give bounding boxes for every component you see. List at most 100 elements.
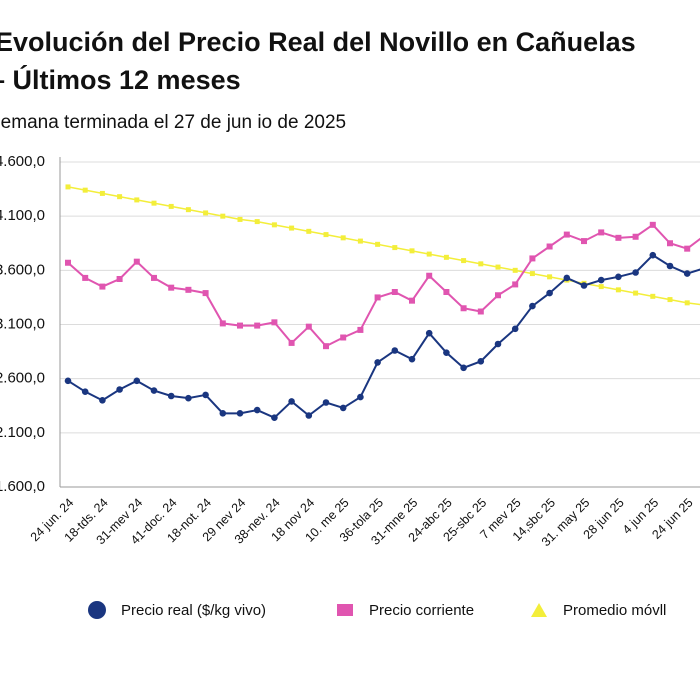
point: [495, 292, 501, 299]
point: [667, 240, 673, 247]
point: [305, 323, 312, 330]
point: [151, 200, 157, 206]
point: [340, 334, 347, 341]
point: [64, 377, 72, 385]
point: [529, 302, 536, 310]
legend-marker: [88, 601, 106, 619]
point: [478, 261, 484, 267]
point: [340, 235, 346, 241]
point: [425, 329, 433, 337]
point: [529, 271, 535, 277]
point: [392, 245, 398, 251]
point: [374, 294, 381, 301]
point: [684, 245, 691, 252]
point: [443, 254, 449, 260]
point: [65, 184, 71, 190]
point: [65, 259, 71, 266]
point: [271, 414, 278, 421]
point: [134, 197, 140, 203]
point: [512, 267, 518, 273]
point: [650, 293, 656, 299]
point: [323, 232, 329, 238]
point: [426, 251, 432, 257]
point: [495, 264, 501, 270]
point: [185, 394, 192, 402]
point: [168, 203, 174, 209]
point: [116, 386, 123, 393]
point: [683, 270, 691, 277]
point: [632, 233, 639, 240]
point: [409, 297, 415, 304]
point: [461, 258, 467, 264]
point: [323, 343, 329, 350]
point: [649, 221, 656, 228]
point: [477, 308, 484, 315]
series-line: [67, 253, 700, 419]
chart-subtitle: Semana terminada el 27 de jun io de 2025: [0, 112, 346, 133]
point: [99, 283, 106, 290]
point: [546, 243, 553, 250]
point: [460, 364, 467, 372]
point: [511, 325, 519, 333]
chart-title: – Últimos 12 meses: [0, 64, 241, 95]
point: [81, 388, 89, 395]
point: [391, 289, 398, 295]
point: [374, 359, 381, 366]
point: [667, 297, 673, 303]
point: [150, 387, 158, 394]
point: [339, 404, 347, 412]
point: [237, 322, 243, 329]
point: [82, 187, 88, 193]
point: [185, 207, 191, 213]
series-line: [67, 186, 700, 306]
point: [133, 377, 141, 385]
point: [580, 282, 588, 289]
point: [202, 290, 209, 297]
point: [563, 231, 570, 238]
point: [477, 358, 485, 365]
point: [133, 258, 140, 265]
point: [597, 276, 605, 284]
point: [168, 284, 175, 291]
point: [185, 286, 192, 293]
point: [615, 287, 621, 293]
point: [237, 216, 243, 222]
legend-label: Precio real ($/kg vivo): [121, 602, 266, 619]
point: [254, 322, 261, 329]
point: [649, 251, 657, 259]
point: [253, 406, 261, 414]
point: [684, 300, 690, 306]
point: [220, 213, 226, 219]
y-tick-label: 3.600,0: [0, 261, 45, 278]
point: [443, 349, 450, 356]
point: [271, 222, 277, 228]
y-tick-label: 2.600,0: [0, 370, 45, 387]
y-tick-label: 1.600,0: [0, 478, 45, 495]
point: [99, 397, 106, 404]
point: [167, 392, 175, 400]
point: [219, 410, 227, 417]
point: [254, 219, 260, 225]
point: [563, 274, 571, 282]
point: [203, 210, 209, 216]
legend-marker: [337, 604, 353, 616]
point: [460, 305, 467, 312]
point: [426, 272, 433, 279]
point: [306, 228, 312, 234]
point: [375, 241, 381, 247]
point: [236, 410, 244, 417]
point: [408, 355, 416, 363]
point: [82, 274, 89, 281]
y-tick-label: 2.100,0: [0, 424, 45, 441]
point: [529, 255, 536, 262]
point: [322, 399, 330, 406]
y-tick-label: 4.100,0: [0, 207, 45, 224]
point: [581, 238, 587, 245]
point: [546, 289, 553, 297]
legend-label: Promedio móvll: [563, 602, 666, 619]
point: [598, 284, 604, 290]
point: [116, 276, 123, 282]
point: [512, 281, 519, 288]
point: [615, 234, 622, 241]
series-line: [67, 223, 700, 348]
